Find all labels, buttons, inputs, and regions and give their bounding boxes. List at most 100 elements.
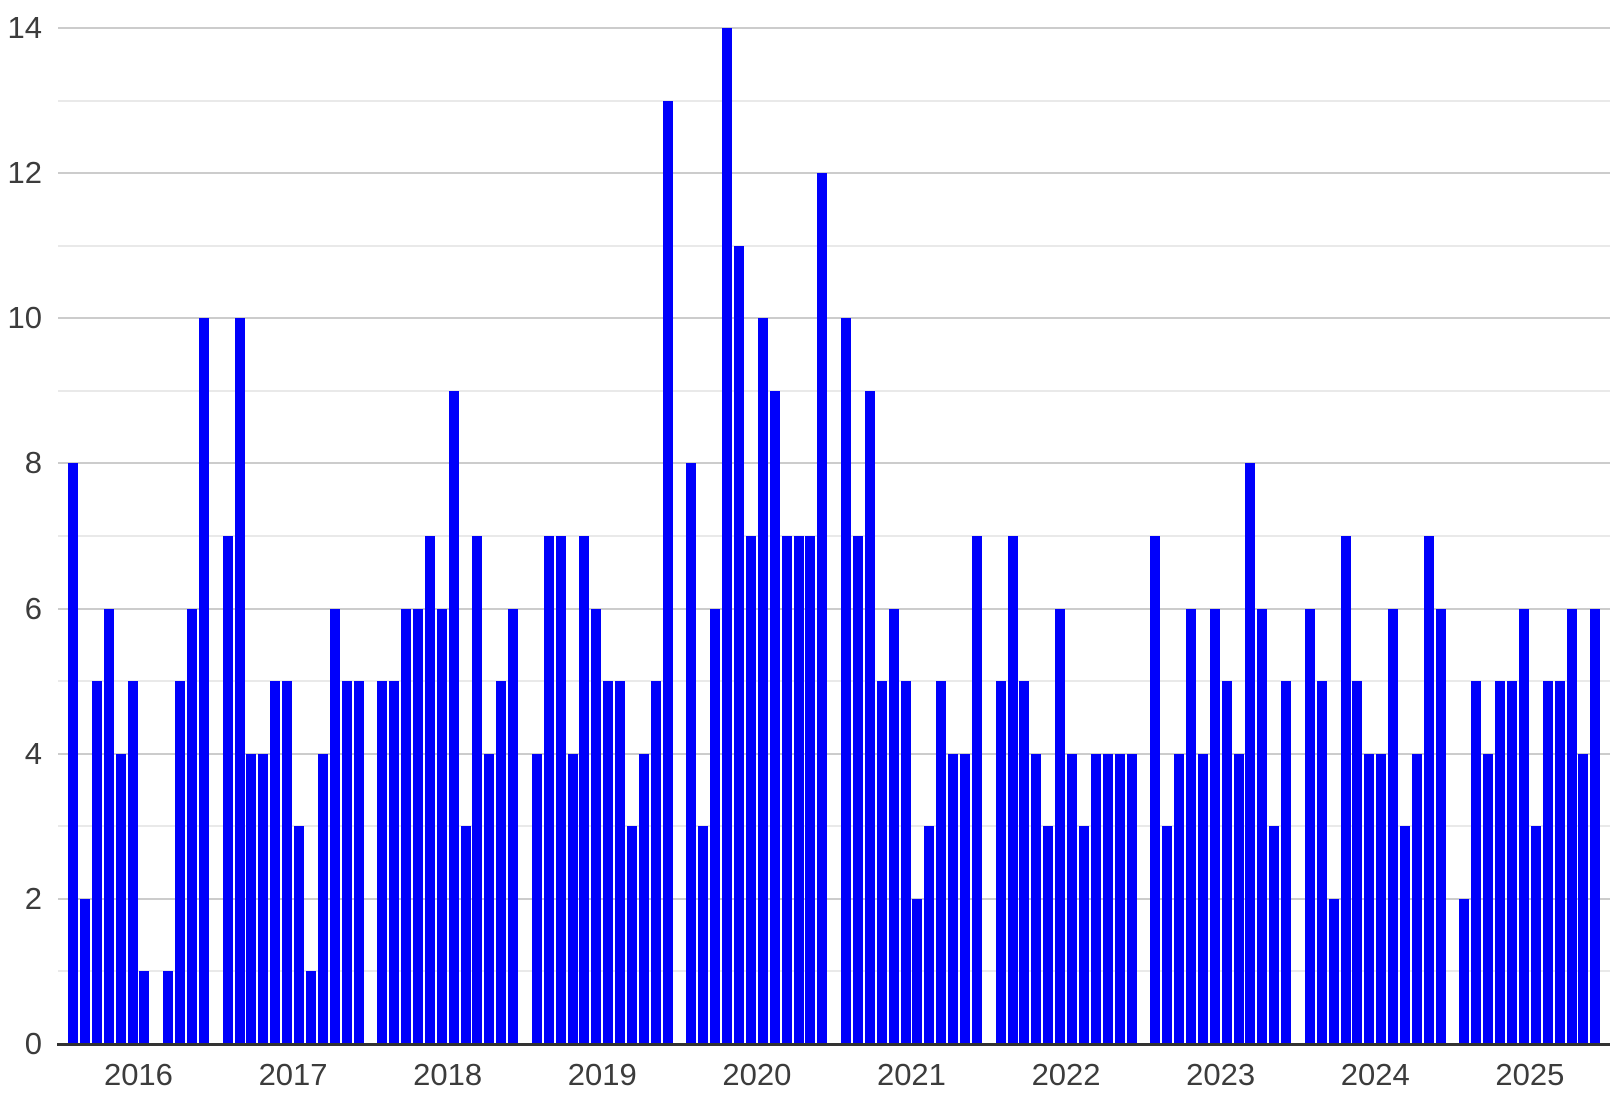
bar-2022-m11-value-4 — [1114, 753, 1125, 1044]
bar-2020-m10-value-7 — [793, 536, 804, 1044]
bar-2016-m12-value-10 — [198, 318, 209, 1044]
gridline-y-11 — [58, 244, 1610, 247]
bar-2017-m12-value-5 — [353, 681, 364, 1044]
bar-2019-m11-value-5 — [650, 681, 661, 1044]
bar-2019-m6-value-6 — [591, 608, 602, 1044]
bar-2024-m7-value-4 — [1376, 753, 1387, 1044]
bar-2018-m7-value-9 — [448, 390, 459, 1044]
gridline-y-1 — [58, 970, 1610, 973]
bar-2020-m2-value-3 — [698, 826, 709, 1044]
bar-2022-m6-value-6 — [1055, 608, 1066, 1044]
bar-2021-m11-value-4 — [960, 753, 970, 1044]
gridline-y-9 — [58, 389, 1610, 392]
bar-2019-m10-value-4 — [638, 753, 649, 1044]
bar-2019-m12-value-13 — [662, 100, 673, 1044]
bar-2022-m7-value-4 — [1067, 753, 1077, 1044]
gridline-y-5 — [58, 680, 1610, 683]
bar-2017-m11-value-5 — [341, 681, 352, 1044]
x-tick-label-2019: 2019 — [567, 1057, 637, 1092]
bar-2022-m9-value-4 — [1090, 753, 1101, 1044]
bar-2024-m6-value-4 — [1364, 753, 1375, 1044]
bar-2024-m9-value-3 — [1400, 826, 1410, 1044]
bar-2023-m3-value-4 — [1174, 753, 1184, 1044]
bar-2020-m11-value-7 — [805, 536, 816, 1044]
bar-2018-m2-value-5 — [389, 681, 400, 1044]
x-tick-label-2025: 2025 — [1495, 1057, 1565, 1092]
gridline-y-4 — [58, 752, 1610, 755]
bar-2023-m12-value-5 — [1281, 681, 1292, 1044]
y-tick-label-8: 8 — [24, 445, 42, 481]
bar-2017-m8-value-1 — [305, 971, 316, 1044]
bar-2020-m9-value-7 — [781, 536, 792, 1044]
bar-2021-m3-value-9 — [864, 390, 875, 1044]
bar-2017-m9-value-4 — [317, 753, 328, 1044]
bar-2022-m8-value-3 — [1078, 826, 1089, 1044]
bar-2017-m10-value-6 — [329, 608, 340, 1044]
bar-2018-m5-value-7 — [424, 536, 435, 1044]
bar-2025-m3-value-4 — [1483, 753, 1494, 1044]
bar-2025-m9-value-5 — [1554, 681, 1565, 1044]
bar-2025-m8-value-5 — [1542, 681, 1553, 1044]
bar-2024-m3-value-2 — [1328, 898, 1339, 1044]
y-tick-label-10: 10 — [7, 300, 42, 336]
x-tick-label-2024: 2024 — [1340, 1057, 1410, 1092]
bar-2023-m8-value-4 — [1233, 753, 1244, 1044]
y-tick-label-2: 2 — [24, 880, 42, 916]
bar-2018-m12-value-6 — [508, 608, 519, 1044]
bar-2023-m5-value-4 — [1197, 753, 1208, 1044]
bar-2023-m1-value-7 — [1150, 536, 1161, 1044]
bar-2020-m8-value-9 — [769, 390, 780, 1044]
gridline-y-3 — [58, 825, 1610, 828]
bar-2024-m2-value-5 — [1316, 681, 1327, 1044]
bar-2019-m8-value-5 — [615, 681, 626, 1044]
bar-2020-m6-value-7 — [745, 536, 756, 1044]
bar-2018-m3-value-6 — [401, 608, 411, 1044]
bar-2022-m2-value-7 — [1007, 536, 1018, 1044]
bar-2023-m9-value-8 — [1245, 463, 1256, 1044]
bar-2024-m4-value-7 — [1340, 536, 1351, 1044]
bar-2019-m2-value-7 — [543, 536, 554, 1044]
bar-2025-m7-value-3 — [1530, 826, 1541, 1044]
bar-2024-m8-value-6 — [1388, 608, 1399, 1044]
bar-2019-m4-value-4 — [567, 753, 578, 1044]
bar-2022-m12-value-4 — [1126, 753, 1137, 1044]
bar-2022-m4-value-4 — [1031, 753, 1042, 1044]
bar-2021-m8-value-3 — [924, 826, 935, 1044]
bar-2023-m10-value-6 — [1257, 608, 1268, 1044]
bar-2016-m6-value-5 — [127, 681, 138, 1044]
bar-2021-m5-value-6 — [888, 608, 899, 1044]
bar-2021-m4-value-5 — [876, 681, 887, 1044]
bar-2017-m2-value-10 — [234, 318, 245, 1044]
bar-2022-m5-value-3 — [1043, 826, 1054, 1044]
y-tick-label-14: 14 — [7, 10, 42, 46]
bar-2025-m6-value-6 — [1518, 608, 1529, 1044]
bar-2024-m12-value-6 — [1435, 608, 1446, 1044]
bar-2021-m6-value-5 — [900, 681, 911, 1044]
bar-2018-m9-value-7 — [472, 536, 483, 1044]
bar-2020-m5-value-11 — [734, 245, 744, 1044]
bar-2018-m1-value-5 — [377, 681, 388, 1044]
bar-2020-m1-value-8 — [686, 463, 697, 1044]
bar-2025-m1-value-2 — [1459, 898, 1470, 1044]
bar-2019-m3-value-7 — [555, 536, 566, 1044]
y-tick-label-4: 4 — [24, 735, 42, 771]
bar-2017-m4-value-4 — [258, 753, 269, 1044]
bar-2016-m7-value-1 — [139, 971, 150, 1044]
x-tick-label-2016: 2016 — [103, 1057, 173, 1092]
bar-2018-m10-value-4 — [484, 753, 495, 1044]
x-tick-label-2022: 2022 — [1031, 1057, 1101, 1092]
bar-2022-m10-value-4 — [1102, 753, 1113, 1044]
gridline-y-6 — [58, 607, 1610, 610]
bar-2020-m7-value-10 — [757, 318, 768, 1044]
x-tick-label-2017: 2017 — [258, 1057, 328, 1092]
bar-2017-m5-value-5 — [270, 681, 281, 1044]
bar-2016-m5-value-4 — [115, 753, 126, 1044]
bar-2020-m12-value-12 — [817, 173, 828, 1044]
bar-2020-m4-value-14 — [722, 28, 733, 1044]
bar-2018-m4-value-6 — [412, 608, 423, 1044]
bar-2017-m7-value-3 — [294, 826, 304, 1044]
bar-2022-m1-value-5 — [995, 681, 1006, 1044]
x-tick-label-2021: 2021 — [876, 1057, 946, 1092]
bar-2024-m10-value-4 — [1411, 753, 1422, 1044]
gridline-y-7 — [58, 535, 1610, 537]
